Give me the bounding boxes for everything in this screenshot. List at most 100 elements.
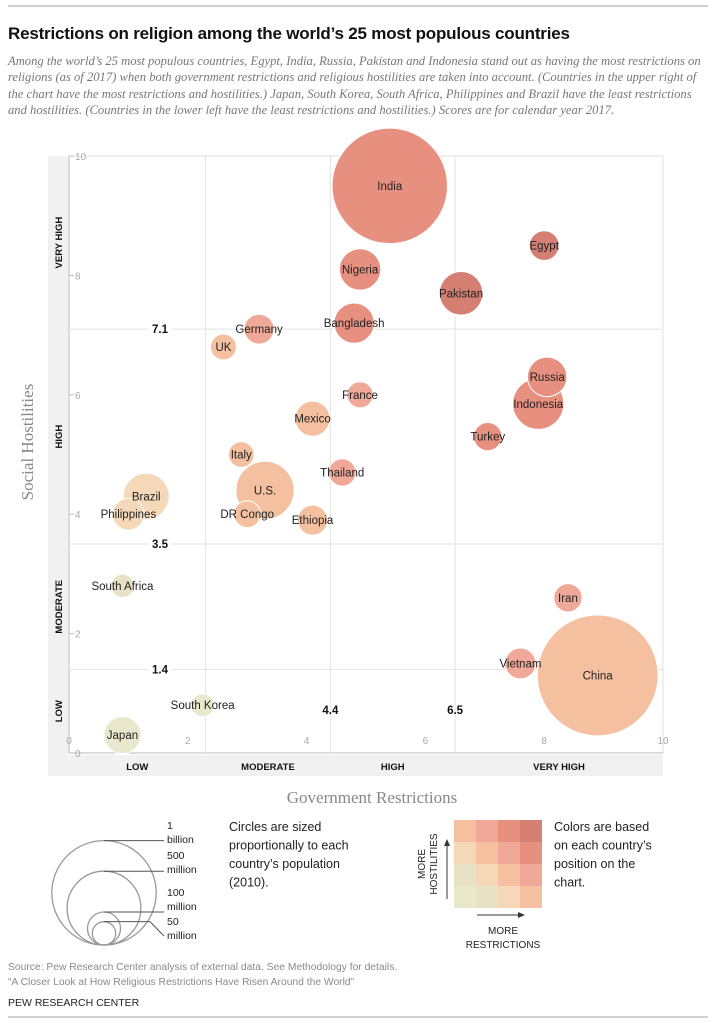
color-legend-note: chart.	[554, 876, 585, 890]
color-legend-y-label: HOSTILITIES	[429, 833, 440, 894]
size-legend-value: 500	[167, 850, 185, 862]
y-category-label: VERY HIGH	[54, 217, 65, 269]
bubble-label: Iran	[558, 593, 578, 605]
threshold-labels: 1.4 3.5 7.1 4.4 6.5	[148, 322, 464, 717]
brand-label: PEW RESEARCH CENTER	[8, 997, 140, 1009]
bubble-label: South Korea	[171, 700, 236, 712]
bubble-label: South Africa	[91, 581, 154, 593]
bubble-label: China	[583, 670, 614, 682]
bubble-label: UK	[215, 342, 231, 354]
y-tick-label: 2	[75, 630, 81, 641]
color-legend-note: Colors are based	[554, 820, 649, 834]
bubble-germany	[243, 313, 275, 345]
x-tick-label: 6	[423, 736, 429, 747]
tick-labels: 0 2 4 6 8 10 0 2 4 6 8 10	[66, 152, 669, 760]
y-category-label: LOW	[54, 700, 65, 722]
color-legend-x-label: MORE	[488, 926, 518, 937]
y-category-label: MODERATE	[54, 580, 65, 634]
size-legend-circle	[91, 921, 117, 946]
size-legend-unit: million	[167, 864, 197, 876]
x-tick-label: 10	[657, 736, 669, 747]
bubble-label: India	[377, 181, 403, 193]
category-labels: LOW MODERATE HIGH VERY HIGH LOW MODERATE HIGH V…	[54, 217, 585, 773]
color-legend-x-label: RESTRICTIONS	[466, 940, 541, 951]
bubble-label: Indonesia	[513, 399, 563, 411]
x-tick-label: 0	[66, 736, 72, 747]
size-legend-leader	[104, 921, 165, 937]
bubble-label: U.S.	[254, 485, 276, 497]
bubble-label: Philippines	[101, 509, 157, 521]
color-legend-cell	[520, 864, 542, 886]
bubble-pakistan	[438, 271, 484, 316]
bubble-vietnam	[504, 647, 537, 680]
x-axis-title: Government Restrictions	[287, 788, 457, 807]
bubble-nigeria	[338, 248, 382, 291]
size-legend-note: proportionally to each	[229, 839, 349, 853]
color-legend-cell	[454, 864, 476, 886]
color-legend-cell	[520, 820, 542, 842]
color-legend-cell	[498, 842, 520, 864]
color-legend-note: on each country’s	[554, 839, 652, 853]
bubble-uk	[209, 333, 237, 361]
x-threshold-value: 6.5	[447, 705, 464, 717]
x-threshold-value: 4.4	[322, 705, 339, 717]
y-category-band	[48, 156, 68, 776]
color-legend-cell	[454, 820, 476, 842]
bubble-japan	[103, 715, 142, 755]
y-threshold-value: 3.5	[152, 539, 169, 551]
x-category-label: LOW	[126, 762, 148, 773]
axis-bands	[48, 156, 663, 776]
color-legend-cell	[520, 842, 542, 864]
bubble-egypt	[528, 230, 560, 261]
color-legend-cell	[498, 886, 520, 908]
bubble-label: Vietnam	[499, 658, 541, 670]
bubble-italy	[227, 441, 255, 468]
size-legend-unit: million	[167, 901, 197, 913]
color-legend-note: position on the	[554, 857, 635, 871]
size-legend-note: Circles are sized	[229, 820, 321, 834]
bubble-label: Brazil	[132, 491, 161, 503]
color-legend-cell	[476, 820, 498, 842]
bubble-label: Bangladesh	[324, 318, 385, 330]
color-legend-y-label: MORE	[417, 849, 428, 879]
label-bg	[148, 662, 172, 677]
bubble-mexico	[294, 400, 331, 437]
source-note: Source: Pew Research Center analysis of …	[8, 962, 398, 973]
bubble-label: Russia	[530, 372, 566, 384]
x-tick-label: 2	[185, 736, 191, 747]
bubble-china	[536, 614, 659, 737]
chart-title: Restrictions on religion among the world…	[8, 24, 570, 43]
size-legend-value: 50	[167, 916, 179, 928]
top-rule	[8, 5, 708, 7]
size-legend-note: (2010).	[229, 876, 269, 890]
bubble-label: Thailand	[320, 467, 364, 479]
bubbles: India Egypt Nigeria Pakistan Bangladesh Germa…	[91, 127, 659, 755]
bubble-france	[346, 381, 374, 409]
y-category-label: HIGH	[54, 425, 65, 449]
bubble-label: Pakistan	[439, 288, 483, 300]
bubble-label: DR Congo	[220, 509, 274, 521]
chart-subtitle: Among the world’s 25 most populous count…	[8, 54, 701, 117]
color-legend-cell	[476, 886, 498, 908]
color-legend-cell	[498, 820, 520, 842]
bubble-label: Germany	[235, 324, 283, 336]
y-tick-label: 4	[75, 510, 81, 521]
y-axis-title: Social Hostilities	[18, 384, 37, 501]
size-legend-value: 100	[167, 887, 185, 899]
bubble-philippines	[111, 497, 145, 531]
arrow-up-icon	[444, 839, 450, 846]
bubble-label: Egypt	[529, 241, 559, 253]
y-tick-label: 8	[75, 271, 81, 282]
size-legend-value: 1	[167, 820, 173, 832]
y-threshold-value: 1.4	[152, 664, 169, 676]
bubble-thailand	[328, 458, 357, 487]
x-category-label: VERY HIGH	[533, 762, 585, 773]
size-legend-circle	[86, 911, 122, 946]
size-legend-circle	[66, 870, 142, 946]
bubble-label: Mexico	[294, 414, 330, 426]
bubble-bangladesh	[333, 302, 375, 344]
size-legend-circle	[51, 839, 157, 946]
color-legend-cell	[520, 886, 542, 908]
